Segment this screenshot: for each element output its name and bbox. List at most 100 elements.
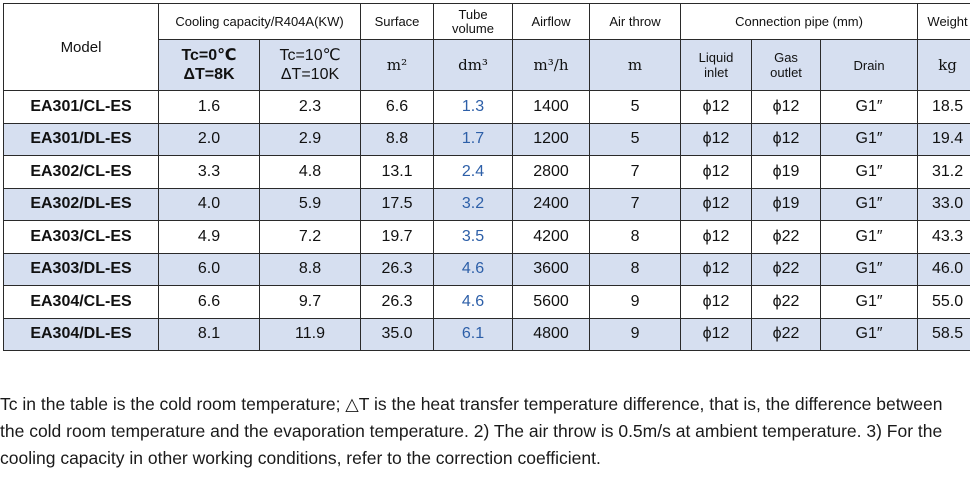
header-connection-pipe: Connection pipe (mm) xyxy=(680,3,919,40)
cell-drain: G1″ xyxy=(820,285,919,319)
cell-surface: 6.6 xyxy=(360,90,435,124)
cell-capacity-0c: 6.6 xyxy=(158,285,260,319)
cell-air-throw: 7 xyxy=(589,187,682,221)
cell-surface: 17.5 xyxy=(360,187,435,221)
cell-tube-volume: 3.2 xyxy=(433,187,514,221)
header-liquid-inlet: Liquid inlet xyxy=(680,39,753,91)
cell-tube-volume: 4.6 xyxy=(433,285,514,319)
cell-capacity-0c: 4.9 xyxy=(158,220,260,254)
header-drain: Drain xyxy=(820,39,919,91)
header-tube-volume-unit: dm³ xyxy=(433,39,514,91)
cell-model: EA303/DL-ES xyxy=(3,252,159,286)
cell-airflow: 4200 xyxy=(512,220,591,254)
header-tube-volume-line2: volume xyxy=(452,20,494,36)
cell-model: EA304/DL-ES xyxy=(3,317,159,351)
header-model: Model xyxy=(3,3,159,91)
cell-model: EA304/CL-ES xyxy=(3,285,159,319)
cell-capacity-10c: 4.8 xyxy=(258,155,362,189)
cell-gas-outlet: ϕ19 xyxy=(751,187,822,221)
cell-gas-outlet: ϕ12 xyxy=(751,90,822,124)
cell-model: EA301/DL-ES xyxy=(3,122,159,156)
table-row: EA303/CL-ES 4.9 7.2 19.7 3.5 4200 8 ϕ12 … xyxy=(3,220,970,254)
cell-airflow: 3600 xyxy=(512,252,591,286)
header-cond1-dt: ΔT=8K xyxy=(183,66,235,83)
cell-drain: G1″ xyxy=(820,122,919,156)
header-weight: Weight xyxy=(917,3,970,40)
cell-gas-outlet: ϕ12 xyxy=(751,122,822,156)
cell-air-throw: 8 xyxy=(589,252,682,286)
cell-capacity-10c: 11.9 xyxy=(258,317,362,351)
cell-tube-volume: 2.4 xyxy=(433,155,514,189)
cell-weight: 58.5 xyxy=(917,317,970,351)
cell-model: EA302/DL-ES xyxy=(3,187,159,221)
cell-model: EA303/CL-ES xyxy=(3,220,159,254)
cell-drain: G1″ xyxy=(820,317,919,351)
cell-weight: 33.0 xyxy=(917,187,970,221)
table-row: EA301/CL-ES 1.6 2.3 6.6 1.3 1400 5 ϕ12 ϕ… xyxy=(3,90,970,124)
cell-tube-volume: 4.6 xyxy=(433,252,514,286)
header-cond2-dt: ΔT=10K xyxy=(280,66,340,83)
cell-liquid-inlet: ϕ12 xyxy=(680,90,753,124)
cell-model: EA302/CL-ES xyxy=(3,155,159,189)
header-tube-volume: Tube volume xyxy=(433,3,514,40)
cell-weight: 19.4 xyxy=(917,122,970,156)
cell-air-throw: 9 xyxy=(589,285,682,319)
cell-liquid-inlet: ϕ12 xyxy=(680,220,753,254)
header-airflow: Airflow xyxy=(512,3,591,40)
cell-weight: 43.3 xyxy=(917,220,970,254)
cell-weight: 18.5 xyxy=(917,90,970,124)
table-row: EA304/DL-ES 8.1 11.9 35.0 6.1 4800 9 ϕ12… xyxy=(3,317,970,351)
header-cooling-capacity: Cooling capacity/R404A(KW) xyxy=(157,3,362,40)
cell-capacity-10c: 2.3 xyxy=(258,90,362,124)
cell-capacity-0c: 8.1 xyxy=(158,317,260,351)
table-row: EA302/CL-ES 3.3 4.8 13.1 2.4 2800 7 ϕ12 … xyxy=(3,155,970,189)
cell-tube-volume: 1.3 xyxy=(433,90,514,124)
cell-tube-volume: 1.7 xyxy=(433,122,514,156)
cell-airflow: 2800 xyxy=(512,155,591,189)
cell-surface: 26.3 xyxy=(360,252,435,286)
table-row: EA301/DL-ES 2.0 2.9 8.8 1.7 1200 5 ϕ12 ϕ… xyxy=(3,122,970,156)
spec-table: Model Cooling capacity/R404A(KW) Surface… xyxy=(3,3,970,351)
header-tube-volume-line1: Tube xyxy=(458,6,488,22)
cell-air-throw: 7 xyxy=(589,155,682,189)
cell-capacity-0c: 6.0 xyxy=(158,252,260,286)
cell-airflow: 5600 xyxy=(512,285,591,319)
cell-liquid-inlet: ϕ12 xyxy=(680,252,753,286)
table-body: EA301/CL-ES 1.6 2.3 6.6 1.3 1400 5 ϕ12 ϕ… xyxy=(3,90,970,351)
cell-tube-volume: 6.1 xyxy=(433,317,514,351)
cell-weight: 46.0 xyxy=(917,252,970,286)
header-air-throw: Air throw xyxy=(589,3,682,40)
cell-airflow: 1200 xyxy=(512,122,591,156)
cell-airflow: 1400 xyxy=(512,90,591,124)
cell-drain: G1″ xyxy=(820,155,919,189)
cell-capacity-10c: 7.2 xyxy=(258,220,362,254)
header-row-1: Model Cooling capacity/R404A(KW) Surface… xyxy=(3,3,970,91)
cell-weight: 31.2 xyxy=(917,155,970,189)
cell-gas-outlet: ϕ22 xyxy=(751,252,822,286)
header-condition-1: Tc=0℃ ΔT=8K xyxy=(158,39,260,91)
cell-drain: G1″ xyxy=(820,187,919,221)
cell-liquid-inlet: ϕ12 xyxy=(680,187,753,221)
cell-surface: 19.7 xyxy=(360,220,435,254)
header-air-throw-unit: m xyxy=(589,39,682,91)
header-liquid-line1: Liquid xyxy=(698,50,734,65)
cell-air-throw: 9 xyxy=(589,317,682,351)
cell-gas-outlet: ϕ22 xyxy=(751,317,822,351)
header-cond1-tc: Tc=0℃ xyxy=(181,47,237,64)
cell-liquid-inlet: ϕ12 xyxy=(680,122,753,156)
cell-surface: 26.3 xyxy=(360,285,435,319)
cell-capacity-10c: 2.9 xyxy=(258,122,362,156)
cell-gas-outlet: ϕ19 xyxy=(751,155,822,189)
header-cond2-tc: Tc=10℃ xyxy=(279,47,341,64)
cell-capacity-10c: 8.8 xyxy=(258,252,362,286)
table-row: EA304/CL-ES 6.6 9.7 26.3 4.6 5600 9 ϕ12 … xyxy=(3,285,970,319)
header-gas-outlet: Gas outlet xyxy=(751,39,822,91)
cell-capacity-0c: 3.3 xyxy=(158,155,260,189)
cell-liquid-inlet: ϕ12 xyxy=(680,285,753,319)
cell-airflow: 4800 xyxy=(512,317,591,351)
cell-drain: G1″ xyxy=(820,220,919,254)
cell-tube-volume: 3.5 xyxy=(433,220,514,254)
cell-air-throw: 8 xyxy=(589,220,682,254)
header-gas-line2: outlet xyxy=(770,65,802,80)
cell-capacity-10c: 9.7 xyxy=(258,285,362,319)
